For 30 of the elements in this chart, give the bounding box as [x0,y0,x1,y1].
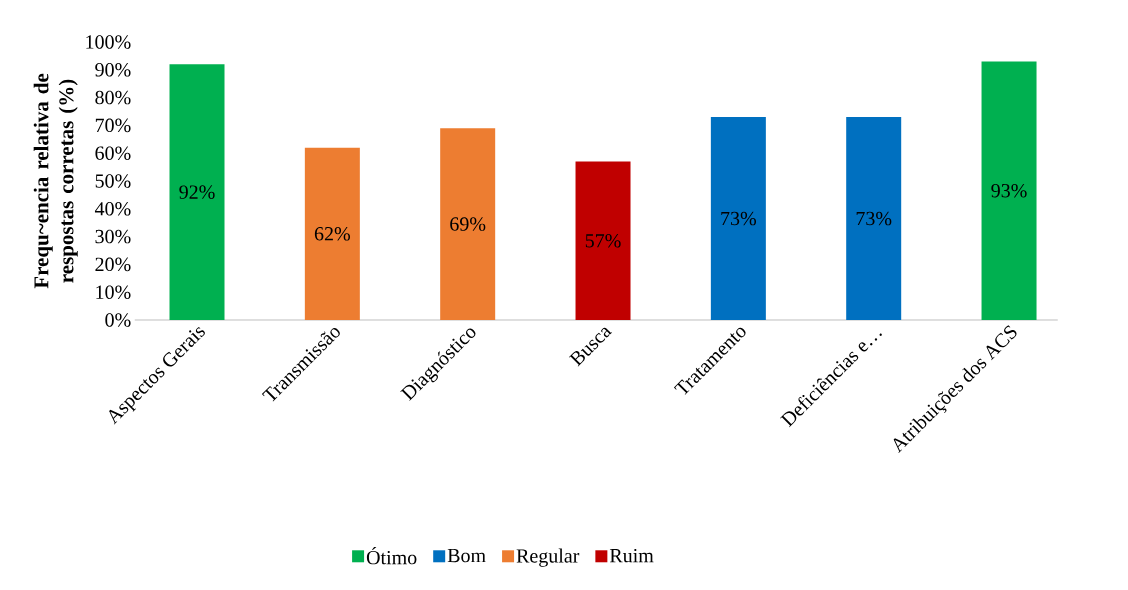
bar [304,147,360,320]
data-label: 73% [721,211,757,226]
bar [846,117,902,320]
data-label: 92% [179,185,215,199]
bar [981,61,1037,320]
y-tick-label: 0% [105,313,131,327]
y-tick-label: 50% [95,174,131,188]
bar [440,128,496,320]
y-axis-title: Frequ~encia relativa de respostas corretas (%) [33,73,78,289]
y-tick-label: 100% [86,35,131,49]
y-tick-label: 80% [95,90,131,105]
data-label: 62% [314,227,350,241]
data-label: 73% [856,211,892,226]
bar [575,161,631,320]
y-tick-label: 60% [95,146,131,160]
y-tick-label: 20% [95,257,131,272]
bar [169,64,225,320]
data-label: 57% [585,233,621,248]
y-tick-label: 40% [94,202,131,216]
data-label: 93% [991,183,1027,198]
legend-label: Ruim [609,548,654,563]
y-tick-label: 30% [95,229,131,244]
data-label: 69% [450,217,486,231]
bar [710,117,766,320]
y-tick-label: 70% [95,118,131,133]
legend-label: Bom [447,549,486,563]
legend-label: Regular [516,548,580,567]
y-tick-label: 90% [95,63,131,77]
legend-label: Ótimo [366,546,417,565]
y-tick-label: 10% [96,285,131,299]
